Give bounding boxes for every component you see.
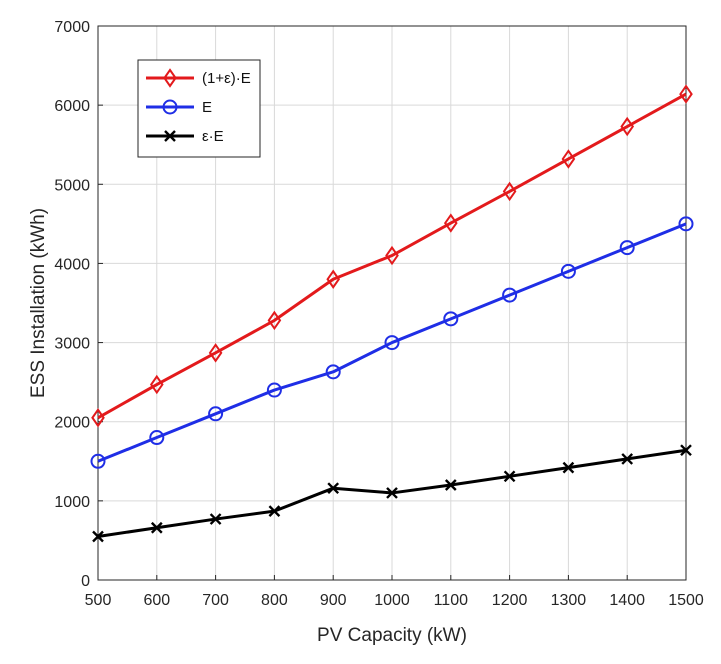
y-tick-label: 1000 — [54, 494, 90, 511]
legend-item: (1+ε)·E — [146, 68, 251, 88]
data-point — [444, 479, 457, 491]
data-point — [560, 263, 576, 279]
data-point — [267, 310, 282, 331]
x-tick-label: 1300 — [551, 592, 587, 609]
data-point — [325, 364, 341, 380]
x-tick-label: 1500 — [668, 592, 704, 609]
data-point — [620, 116, 635, 137]
data-point — [149, 430, 165, 446]
y-tick-label: 7000 — [54, 19, 90, 36]
y-tick-label: 6000 — [54, 98, 90, 115]
legend-marker — [164, 130, 176, 142]
data-point — [386, 487, 398, 499]
legend-item: E — [146, 99, 212, 116]
legend-marker — [162, 99, 178, 115]
data-point — [679, 84, 693, 104]
data-point — [680, 444, 692, 457]
data-point — [443, 311, 459, 327]
data-point — [562, 461, 575, 474]
data-point — [502, 181, 517, 202]
y-axis-ticks: 0 1000 2000 3000 4000 5000 6000 7000 — [54, 19, 103, 590]
x-tick-label: 1100 — [434, 592, 469, 609]
series-1 — [91, 84, 693, 428]
y-tick-label: 5000 — [54, 177, 90, 194]
data-point — [208, 406, 224, 422]
data-point — [327, 482, 340, 495]
series-3 — [92, 444, 692, 543]
y-axis-label: ESS Installation (kWh) — [28, 208, 49, 398]
data-point — [91, 408, 105, 428]
legend-item: ε·E — [146, 128, 224, 145]
y-tick-label: 3000 — [54, 336, 90, 353]
data-point — [678, 216, 694, 232]
series-group — [90, 84, 694, 543]
y-tick-label: 0 — [81, 573, 90, 590]
legend-label: ε·E — [202, 128, 224, 145]
x-tick-label: 500 — [85, 592, 112, 609]
x-tick-label: 900 — [320, 592, 347, 609]
data-point — [384, 335, 400, 351]
data-point — [149, 374, 164, 395]
legend: (1+ε)·E Eε·E — [137, 59, 261, 158]
x-tick-label: 1400 — [609, 592, 645, 609]
x-axis-label: PV Capacity (kW) — [317, 625, 467, 646]
data-point — [92, 530, 104, 543]
data-point — [90, 453, 106, 469]
data-point — [619, 240, 635, 256]
x-tick-label: 700 — [202, 592, 229, 609]
data-point — [209, 513, 222, 525]
data-point — [621, 453, 634, 465]
data-point — [385, 245, 399, 266]
data-point — [150, 521, 163, 534]
y-tick-label: 2000 — [54, 415, 90, 432]
data-point — [266, 382, 282, 398]
data-point — [443, 213, 458, 233]
data-point — [326, 269, 341, 290]
legend-label: (1+ε)·E — [202, 70, 251, 87]
legend-marker — [163, 68, 177, 88]
series-line — [97, 92, 687, 420]
x-tick-label: 1000 — [374, 592, 410, 609]
y-tick-label: 4000 — [54, 256, 90, 273]
data-point — [268, 505, 281, 517]
x-tick-label: 600 — [143, 592, 170, 609]
x-axis-ticks: 500 600 700 800 900 1000 1100 1200 1300 1400 1500 — [85, 575, 704, 609]
legend-label: E — [202, 99, 212, 116]
data-point — [208, 343, 223, 363]
series-2 — [90, 216, 694, 469]
data-point — [503, 470, 516, 483]
data-point — [502, 287, 518, 303]
x-tick-label: 800 — [261, 592, 288, 609]
data-point — [561, 149, 576, 169]
x-tick-label: 1200 — [492, 592, 528, 609]
series-line — [97, 222, 687, 463]
